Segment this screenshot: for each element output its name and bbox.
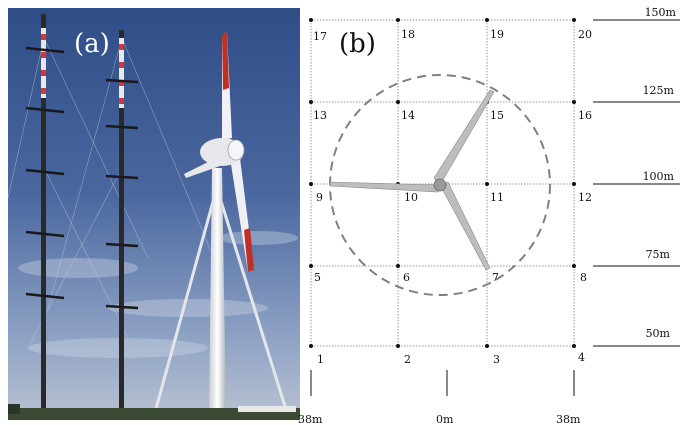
turbine-struts	[152, 197, 290, 417]
grid-point-label: 17	[313, 30, 327, 43]
grid-point-label: 2	[404, 353, 411, 366]
grid-point-label: 3	[493, 353, 500, 366]
height-label: 125m	[643, 84, 675, 97]
grid-point-label: 11	[490, 191, 504, 204]
grid-point-label: 19	[490, 28, 504, 41]
grid-point-label: 10	[404, 191, 418, 204]
sky	[8, 8, 300, 420]
turbine-tower	[209, 168, 226, 412]
clouds	[18, 231, 298, 358]
grid-point-label: 1	[317, 353, 324, 366]
grid-point-label: 18	[401, 28, 415, 41]
grid-point-label: 13	[313, 109, 327, 122]
height-label: 150m	[645, 6, 677, 19]
turbine-photo: (a)	[8, 8, 300, 420]
grid-point-label: 7	[492, 271, 499, 284]
height-label: 50m	[646, 327, 671, 340]
measurement-mast-right	[105, 30, 139, 414]
ground	[8, 408, 300, 420]
height-label: 100m	[643, 170, 675, 183]
grid-point-label: 4	[578, 351, 585, 364]
grid-point-label: 12	[578, 191, 592, 204]
height-label: 75m	[646, 248, 671, 261]
width-label: 0m	[436, 413, 454, 425]
height-scale	[593, 19, 680, 347]
turbine-hub	[227, 139, 245, 161]
building	[238, 406, 296, 412]
grid-point-label: 8	[580, 271, 587, 284]
measurement-grid-diagram: 1 2 3 4 5 6 7 8 9 10 11 12 13 14 15 16 1…	[298, 6, 680, 425]
grid-point-label: 20	[578, 28, 592, 41]
rotor-hub	[433, 178, 447, 192]
grid-point-label: 16	[578, 109, 592, 122]
width-scale	[310, 370, 575, 396]
grid-point-label: 15	[490, 109, 504, 122]
width-label: 38m	[556, 413, 581, 425]
grid-point-label: 5	[314, 271, 321, 284]
width-label: 38m	[298, 413, 323, 425]
measurement-mast-left	[25, 14, 65, 414]
grid-point-label: 6	[403, 271, 410, 284]
tree	[8, 404, 20, 414]
grid-point-label: 9	[316, 191, 323, 204]
rotor-blades	[329, 89, 495, 271]
panel-b-label: (b)	[339, 29, 376, 59]
grid-point-label: 14	[401, 109, 415, 122]
panel-a-label: (a)	[74, 29, 110, 59]
